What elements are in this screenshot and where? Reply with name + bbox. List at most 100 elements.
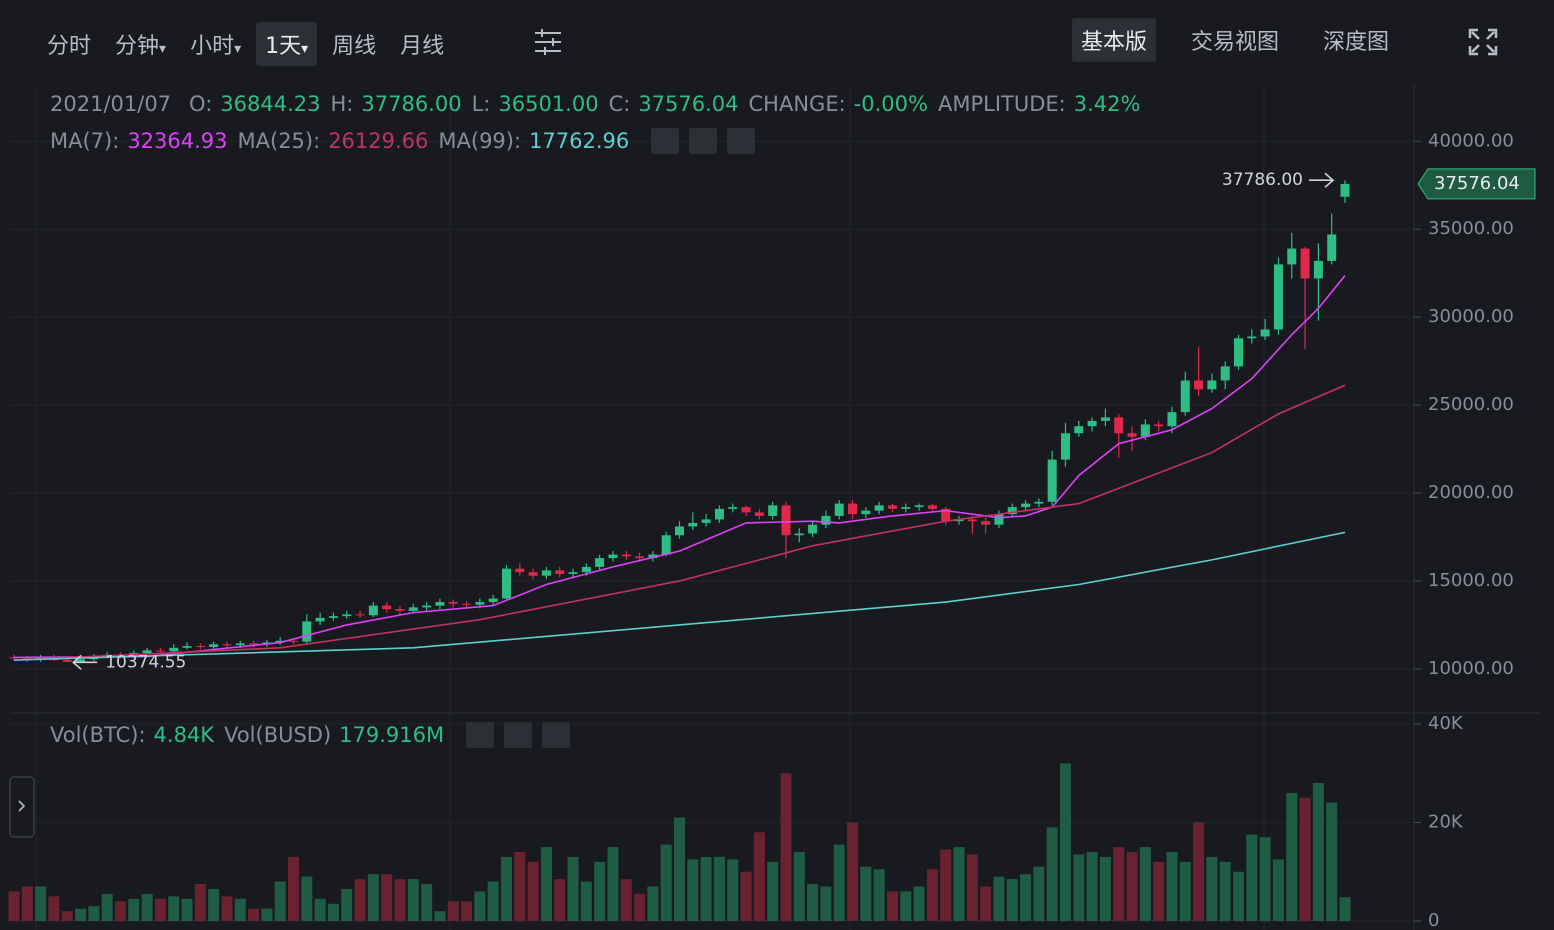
volume-bar <box>327 903 339 921</box>
candle-body <box>901 507 911 509</box>
interval-tab[interactable]: 分钟▾ <box>115 34 167 59</box>
volume-bar <box>447 901 459 921</box>
legend-icon[interactable] <box>504 722 533 748</box>
volume-bar <box>434 911 446 921</box>
view-tab[interactable]: 交易视图 <box>1191 30 1280 55</box>
legend-icon[interactable] <box>689 128 718 154</box>
interval-tab[interactable]: 1天▾ <box>256 22 318 66</box>
volume-bar <box>514 852 526 921</box>
volume-bar <box>367 874 379 921</box>
candle-body <box>182 646 192 648</box>
vol-label: Vol(BUSD) <box>224 723 332 747</box>
candle-body <box>608 554 618 559</box>
volume-bar <box>740 871 752 921</box>
volume-bar <box>607 847 619 921</box>
volume-bar <box>1219 861 1231 921</box>
y-tick-label: 30000.00 <box>1428 306 1514 327</box>
volume-bar <box>1113 847 1125 921</box>
volume-bar <box>926 869 938 921</box>
interval-tab[interactable]: 分时 <box>47 34 92 59</box>
volume-bar <box>687 859 699 921</box>
candle-body <box>701 519 711 523</box>
field-value: -0.00% <box>853 92 928 116</box>
candle-body <box>448 602 458 604</box>
ma-value: 17762.96 <box>529 129 630 153</box>
volume-bar <box>1033 866 1045 921</box>
field-value: 36844.23 <box>220 92 321 116</box>
view-tab[interactable]: 深度图 <box>1323 30 1390 55</box>
candle-body <box>169 647 179 652</box>
candle-body <box>342 614 352 617</box>
candle-body <box>954 519 964 522</box>
candle-body <box>289 640 299 642</box>
candle-body <box>222 644 232 646</box>
volume-bar <box>1259 837 1271 921</box>
candle-body <box>62 660 72 662</box>
candle-body <box>9 657 19 659</box>
interval-tab[interactable]: 月线 <box>400 34 445 59</box>
candle-body <box>462 603 472 605</box>
volume-bar <box>966 854 978 921</box>
candle-body <box>941 508 951 522</box>
candle-body <box>848 503 858 515</box>
volume-bar <box>847 822 859 921</box>
field-value: 37576.04 <box>638 92 739 116</box>
last-price: 37576.04 <box>1434 173 1520 194</box>
volume-bar <box>1326 802 1338 921</box>
dropdown-caret: ▾ <box>301 41 309 57</box>
candle-body <box>781 505 791 536</box>
volume-bar <box>1046 827 1058 921</box>
volume-bar <box>913 886 925 921</box>
vol-label: Vol(BTC): <box>50 723 146 747</box>
volume-bar <box>394 879 406 921</box>
ma-label: MA(99): <box>438 129 522 153</box>
volume-bar <box>154 898 166 921</box>
legend-icon[interactable] <box>466 722 495 748</box>
candle-body <box>1273 264 1283 330</box>
handle-icon <box>18 800 26 812</box>
volume-bar <box>274 881 286 921</box>
volume-bar <box>500 856 512 921</box>
volume-bar <box>1059 763 1071 921</box>
interval-tab[interactable]: 周线 <box>332 34 377 59</box>
candle-body <box>1100 417 1110 421</box>
legend-icon[interactable] <box>542 722 571 748</box>
volume-bar <box>21 886 33 921</box>
volume-bar <box>793 852 805 921</box>
settings-icon[interactable] <box>535 29 561 55</box>
volume-bar <box>886 891 898 921</box>
candle-body <box>1220 366 1230 381</box>
interval-tab[interactable]: 小时▾ <box>190 34 242 59</box>
volume-bar <box>288 856 300 921</box>
candle-body <box>675 526 684 536</box>
fullscreen-icon[interactable] <box>1468 28 1498 56</box>
legend-icon[interactable] <box>727 128 756 154</box>
field-label: CHANGE: <box>748 92 846 116</box>
candle-body <box>874 505 884 511</box>
vol-tick-label: 40K <box>1428 713 1464 734</box>
volume-bar <box>674 817 685 921</box>
plot: 10000.00 15000.00 20000.00 25000.00 30000.00… <box>8 130 1536 930</box>
volume-bar <box>767 861 779 921</box>
candle-body <box>595 558 605 567</box>
low-marker: 10374.55 <box>105 652 186 672</box>
volume-bar <box>8 891 20 921</box>
legend-icon[interactable] <box>651 128 680 154</box>
volume-bar <box>487 881 499 921</box>
volume-bar <box>1179 861 1191 921</box>
volume-bar <box>713 856 725 921</box>
candle-body <box>741 507 751 513</box>
candle-body <box>528 572 538 576</box>
view-tab[interactable]: 基本版 <box>1072 18 1157 62</box>
candle-body <box>1007 507 1017 515</box>
volume-bar <box>1126 852 1138 921</box>
candle-body <box>435 602 445 606</box>
vol-tick-label: 20K <box>1428 811 1464 832</box>
volume-bar <box>700 856 712 921</box>
last-price-box <box>1417 168 1536 200</box>
candle-body <box>1207 380 1217 390</box>
field-value: 3.42% <box>1073 92 1141 116</box>
vol-value: 179.916M <box>339 723 445 747</box>
